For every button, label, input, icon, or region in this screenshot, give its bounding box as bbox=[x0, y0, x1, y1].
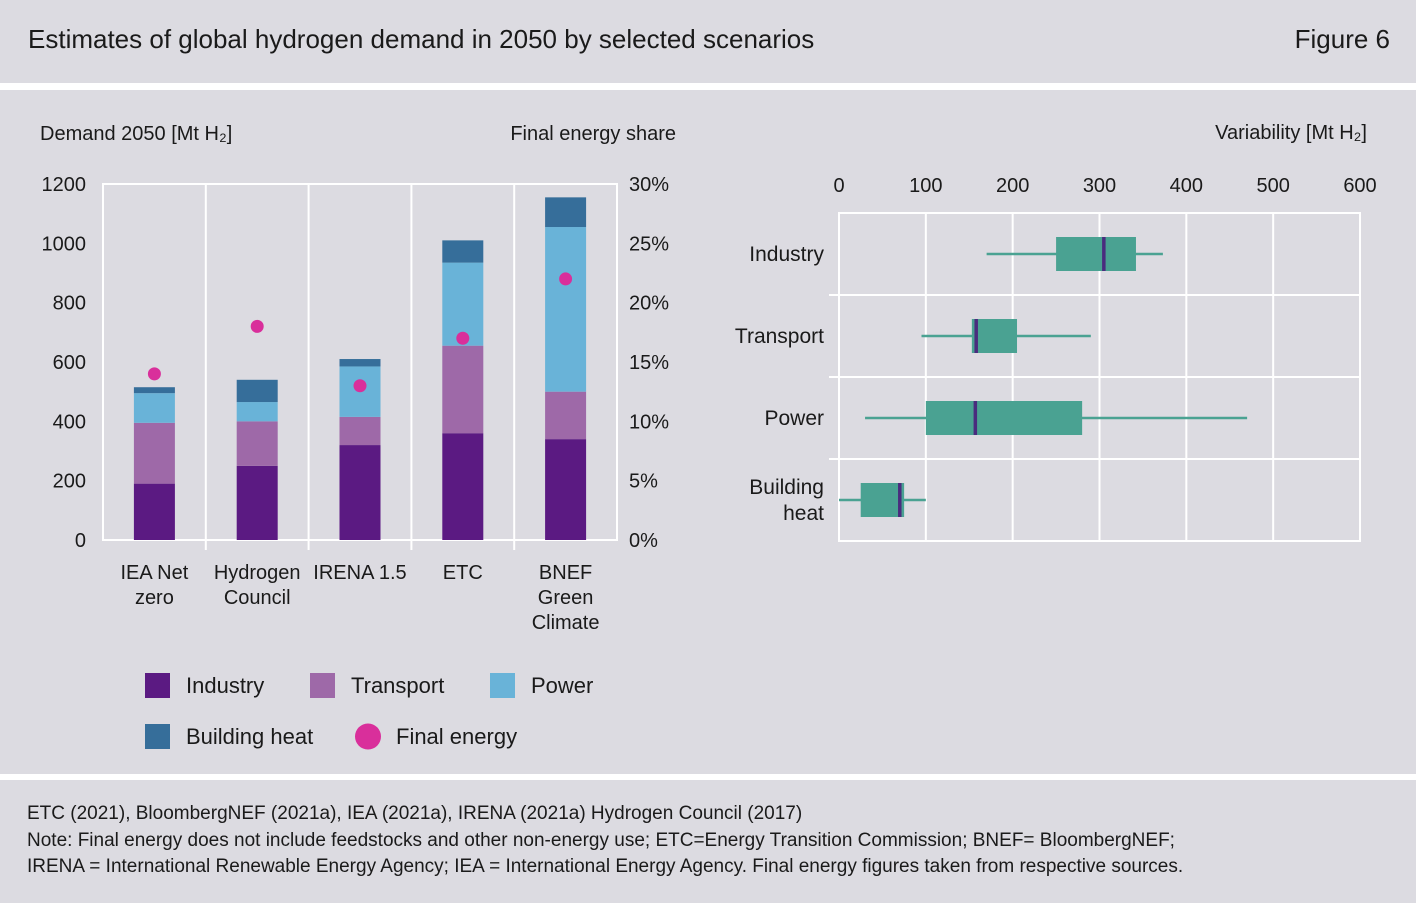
bar-segment-industry bbox=[236, 465, 278, 540]
header-band: Estimates of global hydrogen demand in 2… bbox=[0, 0, 1416, 83]
final-energy-point bbox=[250, 319, 264, 333]
y-tick-label: 0 bbox=[75, 530, 86, 552]
chart-title: Estimates of global hydrogen demand in 2… bbox=[28, 24, 815, 54]
y2-tick-label: 15% bbox=[629, 352, 669, 374]
final-energy-point bbox=[147, 367, 161, 381]
note-line-1: Note: Final energy does not include feed… bbox=[27, 830, 1175, 851]
legend-swatch bbox=[145, 724, 170, 749]
stacked-bar-chart: 0 200 400 600 800 1000 1200 0% 5% 10% 15% 20% 25% 30%… bbox=[40, 123, 676, 750]
y-tick-label: 800 bbox=[53, 293, 86, 315]
bar-segment-power bbox=[545, 227, 587, 392]
x-tick-label: 100 bbox=[909, 175, 942, 197]
x-axis-label: Variability [Mt H₂] bbox=[1215, 122, 1367, 144]
category-label: Transport bbox=[735, 325, 824, 348]
bar-segment-transport bbox=[442, 345, 484, 434]
legend-swatch bbox=[310, 673, 335, 698]
y2-tick-label: 20% bbox=[629, 293, 669, 315]
category-label: Building heat bbox=[749, 476, 824, 525]
legend-swatch bbox=[355, 723, 381, 750]
legend-label: Transport bbox=[351, 673, 444, 698]
final-energy-point bbox=[353, 379, 367, 393]
y-tick-label: 400 bbox=[53, 411, 86, 433]
y2-tick-label: 10% bbox=[629, 411, 669, 433]
bar-segment-transport bbox=[133, 422, 175, 484]
y2-tick-label: 5% bbox=[629, 471, 658, 493]
variability-box-chart: 0 100 200 300 400 500 600 Variability [Mt H₂] In… bbox=[735, 122, 1377, 542]
y2-tick-label: 30% bbox=[629, 174, 669, 196]
legend-swatch bbox=[490, 673, 515, 698]
x-tick-label: BNEF Green Climate bbox=[532, 562, 600, 634]
legend-label: Power bbox=[531, 673, 593, 698]
figure-label: Figure 6 bbox=[1294, 24, 1390, 54]
bar-segment-transport bbox=[545, 391, 587, 440]
x-tick-label: Hydrogen Council bbox=[214, 562, 301, 609]
y2-tick-label: 0% bbox=[629, 530, 658, 552]
category-label: Power bbox=[764, 407, 824, 430]
x-tick-label: 300 bbox=[1083, 175, 1116, 197]
x-tick-label: ETC bbox=[443, 562, 483, 584]
bar-segment-building-heat bbox=[339, 359, 381, 367]
y-tick-label: 1200 bbox=[42, 174, 87, 196]
legend-label: Industry bbox=[186, 673, 264, 698]
note-line-2: IRENA = International Renewable Energy A… bbox=[27, 856, 1184, 877]
y-tick-label: 200 bbox=[53, 471, 86, 493]
bar-segment-industry bbox=[133, 483, 175, 540]
bar-segment-transport bbox=[339, 416, 381, 446]
bar-segment-power bbox=[236, 402, 278, 422]
bar-segment-industry bbox=[545, 439, 587, 540]
x-tick-label: 500 bbox=[1256, 175, 1289, 197]
y-tick-label: 600 bbox=[53, 352, 86, 374]
footer-band: ETC (2021), BloombergNEF (2021a), IEA (2… bbox=[0, 780, 1416, 903]
sources-text: ETC (2021), BloombergNEF (2021a), IEA (2… bbox=[27, 803, 803, 824]
y2-tick-label: 25% bbox=[629, 233, 669, 255]
chart-panel: 0 200 400 600 800 1000 1200 0% 5% 10% 15% 20% 25% 30%… bbox=[0, 90, 1416, 774]
x-tick-label: IRENA 1.5 bbox=[313, 562, 406, 584]
x-tick-label: 0 bbox=[833, 175, 844, 197]
bar-segment-building-heat bbox=[545, 197, 587, 228]
final-energy-point bbox=[559, 272, 573, 286]
bar-segment-industry bbox=[339, 445, 381, 540]
final-energy-point bbox=[456, 331, 470, 345]
iqr-box bbox=[971, 319, 1018, 353]
bar-segment-power bbox=[133, 393, 175, 423]
iqr-box bbox=[1056, 237, 1136, 271]
x-tick-label: 400 bbox=[1170, 175, 1203, 197]
legend-swatch bbox=[145, 673, 170, 698]
iqr-box bbox=[860, 483, 905, 517]
y2-axis-label: Final energy share bbox=[510, 123, 676, 145]
x-tick-label: 600 bbox=[1343, 175, 1376, 197]
legend-label: Building heat bbox=[186, 724, 313, 749]
bar-segment-transport bbox=[236, 421, 278, 466]
y-tick-label: 1000 bbox=[42, 233, 87, 255]
legend-label: Final energy bbox=[396, 724, 517, 749]
bar-segment-building-heat bbox=[133, 387, 175, 394]
bar-segment-building-heat bbox=[236, 379, 278, 403]
category-label: Industry bbox=[749, 243, 824, 266]
x-tick-label: IEA Net zero bbox=[120, 562, 188, 609]
bar-segment-industry bbox=[442, 433, 484, 540]
x-tick-label: 200 bbox=[996, 175, 1029, 197]
iqr-box bbox=[925, 401, 1083, 435]
y-axis-label: Demand 2050 [Mt H₂] bbox=[40, 123, 232, 145]
bar-segment-building-heat bbox=[442, 240, 484, 263]
